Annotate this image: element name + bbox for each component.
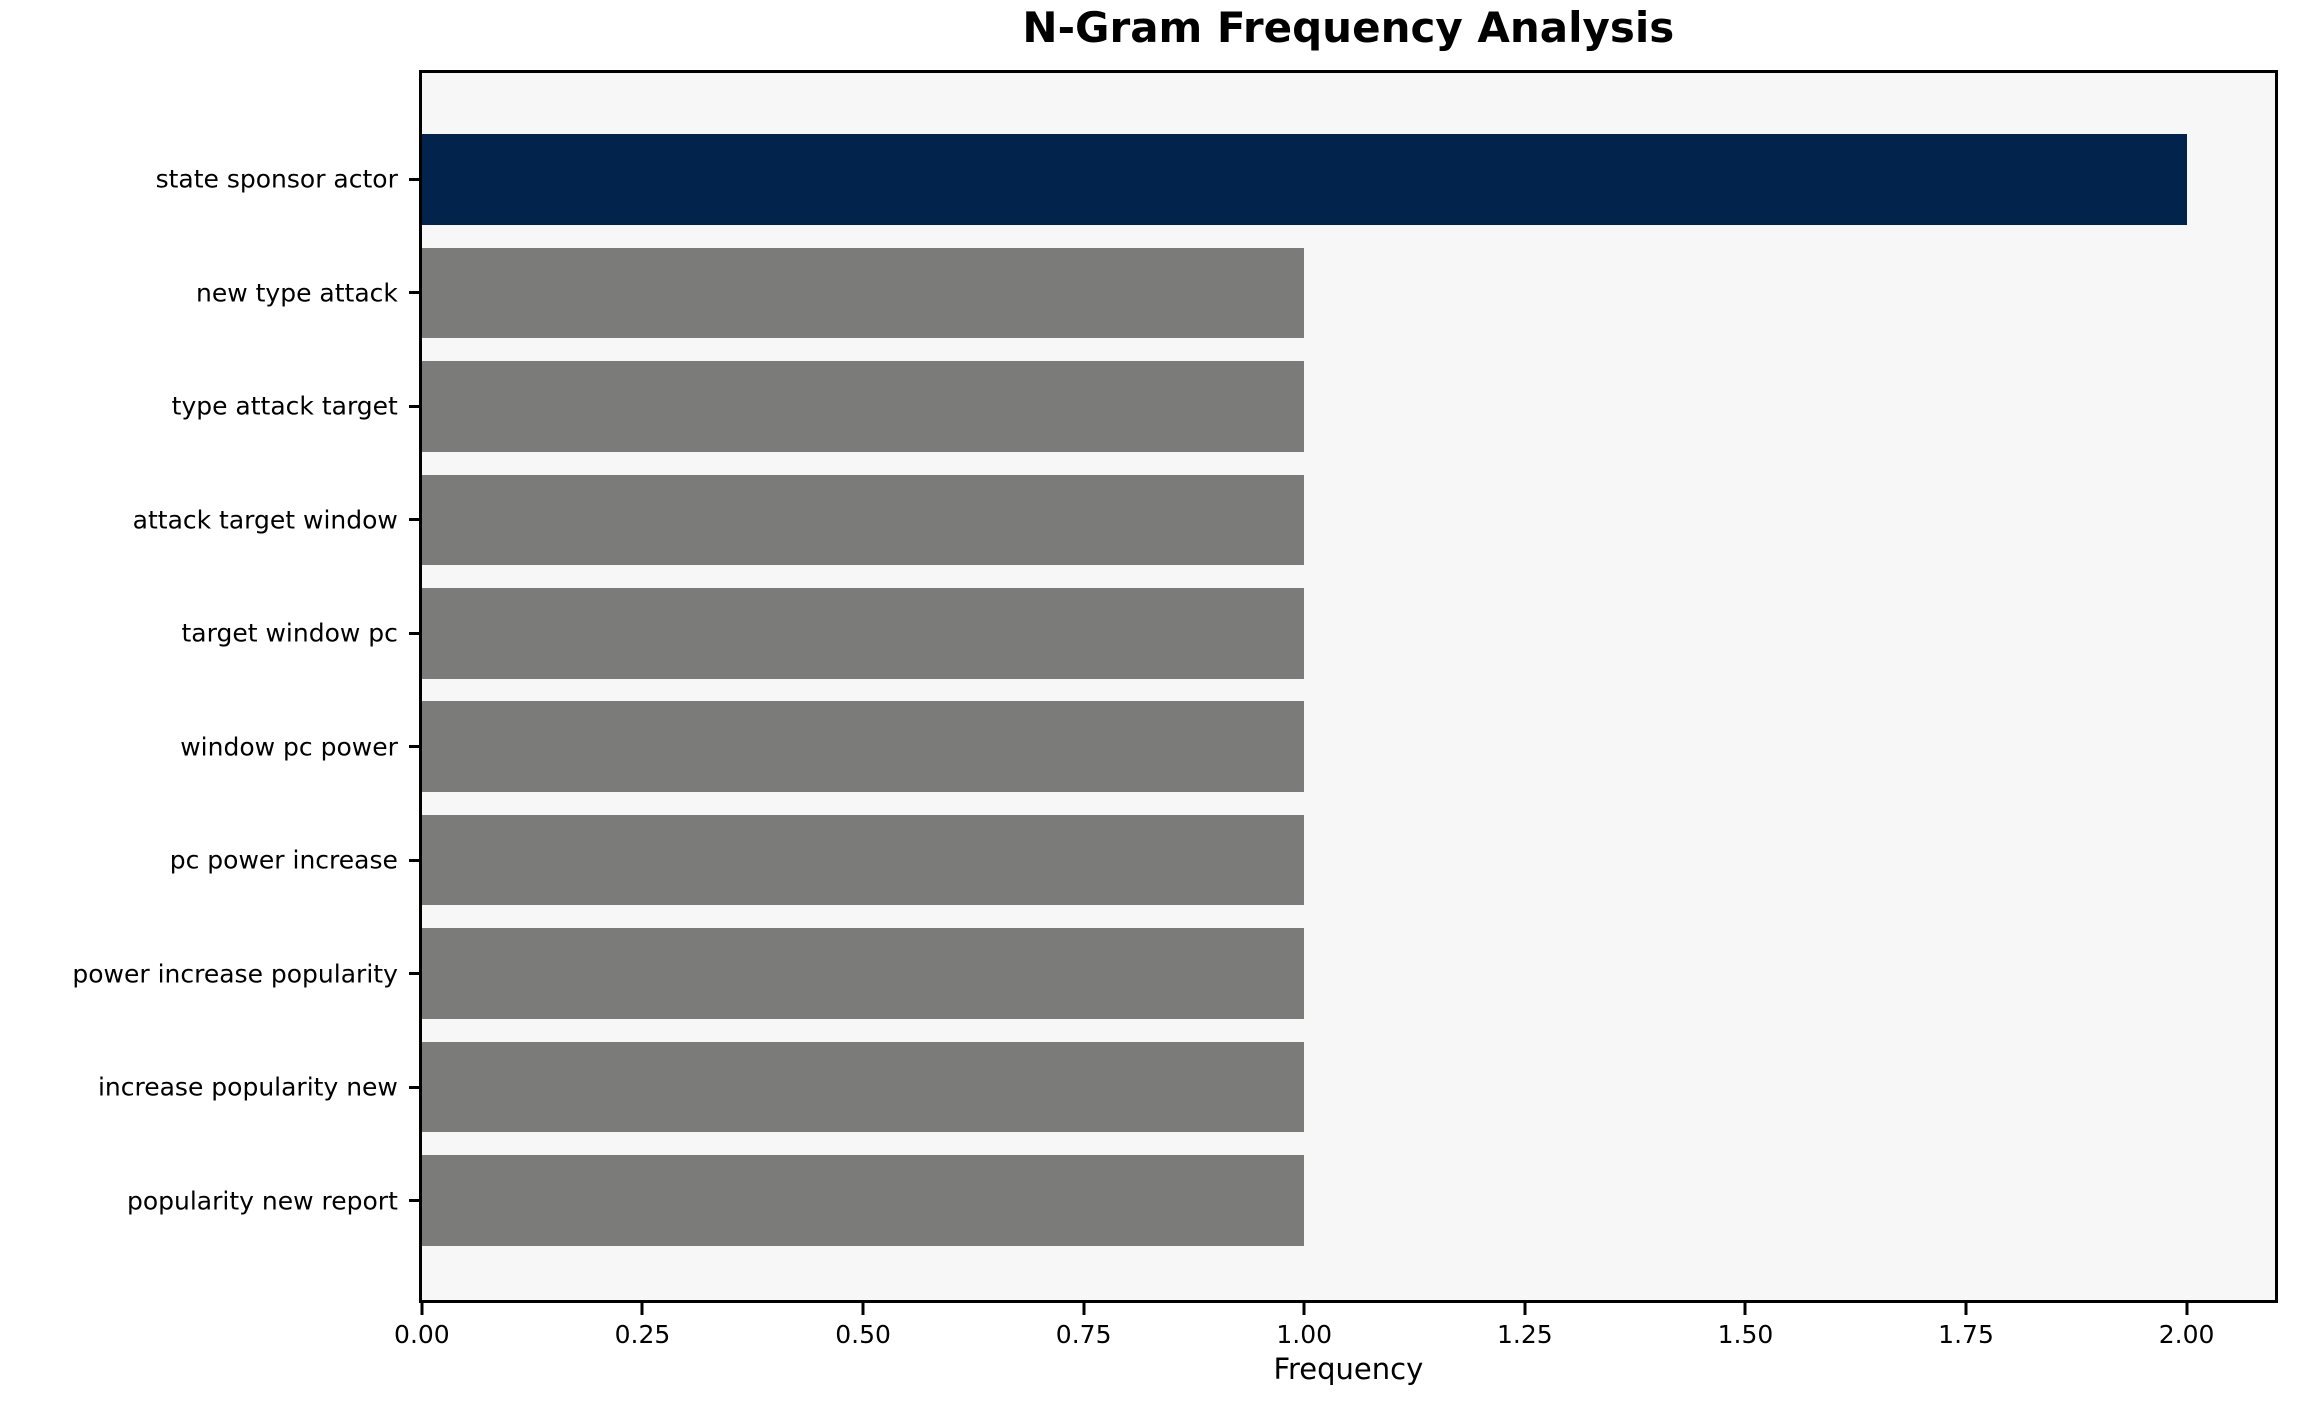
x-tick-label-1.25: 1.25 [1496, 1319, 1553, 1349]
plot-area: state sponsor actor new type attack type a… [72, 69, 2278, 1347]
x-tick-label-0.00: 0.00 [394, 1319, 450, 1349]
y-tick-label-target-window-pc: target window pc [181, 618, 398, 648]
bar-pc-power-increase [421, 814, 1305, 906]
x-tick-0.00 [420, 1302, 424, 1315]
bar-type-attack-target [421, 361, 1305, 452]
bar-power-increase-popularity [421, 928, 1305, 1019]
y-tick-label-pc-power-increase: pc power increase [169, 845, 398, 875]
x-axis-label: Frequency [1273, 1352, 1424, 1386]
x-tick-label-1.00: 1.00 [1276, 1319, 1333, 1349]
x-tick-0.50 [861, 1302, 865, 1315]
y-tick-new-type-attack [408, 291, 422, 295]
x-tick-label-0.50: 0.50 [835, 1319, 891, 1349]
x-tick-1.00 [1302, 1302, 1306, 1315]
y-tick-window-pc-power [408, 745, 422, 749]
bar-increase-popularity-new [421, 1041, 1305, 1133]
y-tick-label-state-sponsor-actor: state sponsor actor [155, 164, 398, 194]
y-tick-increase-popularity-new [408, 1085, 422, 1089]
x-tick-1.75 [1964, 1302, 1968, 1315]
y-tick-label-type-attack-target: type attack target [171, 391, 398, 421]
bar-attack-target-window [421, 474, 1305, 566]
y-tick-pc-power-increase [408, 858, 422, 862]
y-tick-label-power-increase-popularity: power increase popularity [72, 959, 398, 989]
bar-target-window-pc [421, 588, 1305, 679]
x-tick-0.25 [640, 1302, 644, 1315]
x-tick-label-0.25: 0.25 [614, 1319, 671, 1349]
y-tick-state-sponsor-actor [408, 177, 422, 181]
y-tick-label-popularity-new-report: popularity new report [126, 1186, 398, 1216]
x-tick-0.75 [1082, 1302, 1086, 1315]
y-tick-label-window-pc-power: window pc power [180, 732, 398, 762]
y-tick-label-attack-target-window: attack target window [132, 505, 398, 535]
bar-popularity-new-report [421, 1155, 1305, 1246]
bar-state-sponsor-actor [421, 134, 2187, 225]
x-tick-label-1.75: 1.75 [1938, 1319, 1994, 1349]
x-tick-1.50 [1743, 1302, 1747, 1315]
y-tick-target-window-pc [408, 631, 422, 635]
x-tick-2.00 [2185, 1302, 2189, 1315]
bar-window-pc-power [421, 701, 1305, 792]
y-tick-type-attack-target [408, 404, 422, 408]
chart-title: N-Gram Frequency Analysis [1022, 3, 1675, 52]
bar-new-type-attack [421, 247, 1305, 339]
y-tick-label-increase-popularity-new: increase popularity new [97, 1072, 398, 1102]
x-tick-label-2.00: 2.00 [2158, 1319, 2215, 1349]
y-tick-label-new-type-attack: new type attack [195, 278, 398, 308]
x-tick-label-0.75: 0.75 [1055, 1319, 1112, 1349]
y-tick-attack-target-window [408, 518, 422, 522]
y-tick-power-increase-popularity [408, 972, 422, 976]
y-tick-popularity-new-report [408, 1199, 422, 1203]
x-tick-1.25 [1523, 1302, 1527, 1315]
x-tick-label-1.50: 1.50 [1717, 1319, 1774, 1349]
